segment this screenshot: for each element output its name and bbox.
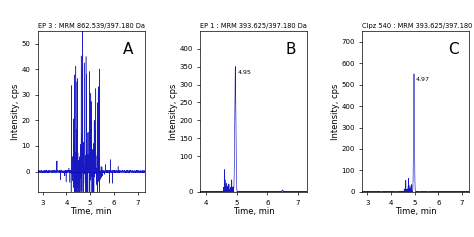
X-axis label: Time, min: Time, min	[233, 207, 274, 216]
Y-axis label: Intensity, cps: Intensity, cps	[11, 83, 20, 140]
Text: EP 1 : MRM 393.625/397.180 Da: EP 1 : MRM 393.625/397.180 Da	[200, 23, 307, 29]
Text: EP 3 : MRM 862.539/397.180 Da: EP 3 : MRM 862.539/397.180 Da	[38, 23, 145, 29]
Text: 4.97: 4.97	[416, 77, 430, 82]
Y-axis label: Intensity, cps: Intensity, cps	[331, 83, 340, 140]
X-axis label: Time, min: Time, min	[395, 207, 437, 216]
X-axis label: Time, min: Time, min	[71, 207, 112, 216]
Y-axis label: Intensity, cps: Intensity, cps	[169, 83, 178, 140]
Text: C: C	[448, 42, 458, 57]
Text: A: A	[123, 42, 134, 57]
Text: Clpz 540 : MRM 393.625/397.180 Da: Clpz 540 : MRM 393.625/397.180 Da	[363, 23, 474, 29]
Text: B: B	[286, 42, 296, 57]
Text: 4.95: 4.95	[238, 70, 252, 75]
